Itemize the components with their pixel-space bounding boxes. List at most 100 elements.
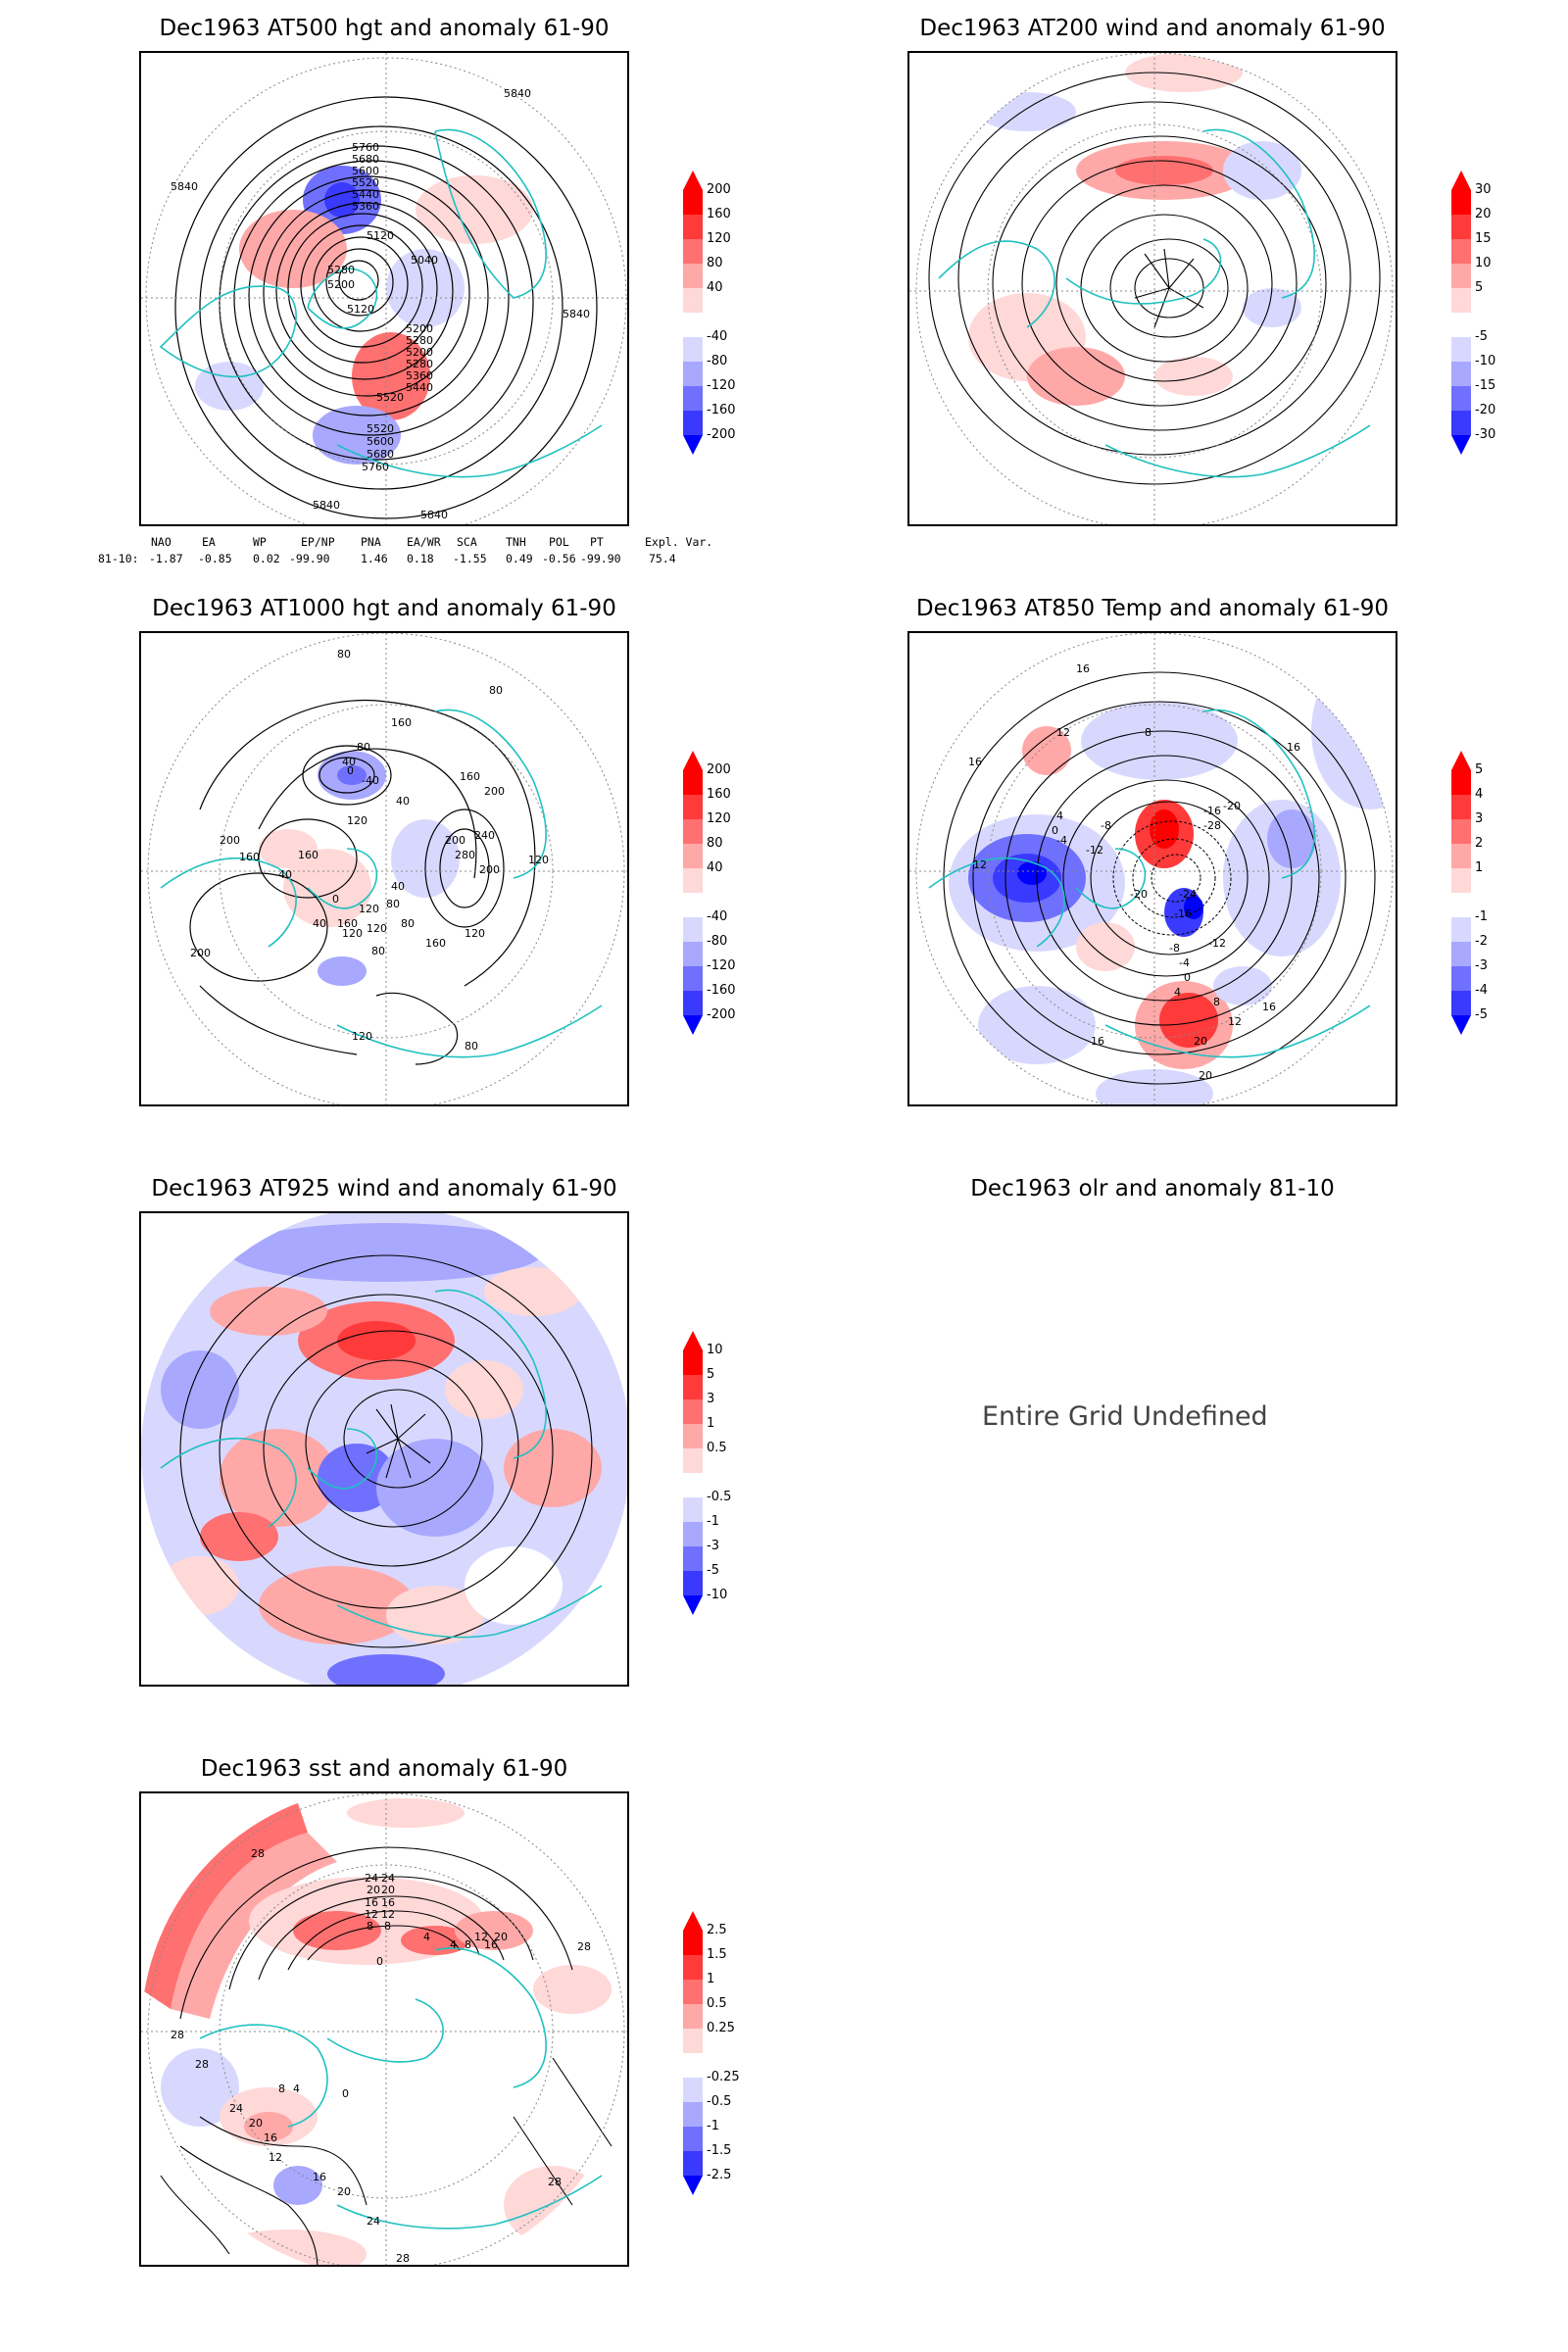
index-header: PT bbox=[590, 535, 604, 549]
index-header: EP/NP bbox=[301, 535, 335, 549]
contour-label: 5520 bbox=[352, 176, 379, 189]
anomaly-blob bbox=[220, 1429, 337, 1527]
coastline bbox=[336, 2175, 603, 2230]
contour-label: -12 bbox=[1208, 937, 1226, 950]
coastline bbox=[1104, 1004, 1371, 1058]
contour-label: 5200 bbox=[406, 322, 433, 335]
panel-title: Dec1963 olr and anomaly 81-10 bbox=[970, 1176, 1335, 1201]
anomaly-blob bbox=[1115, 156, 1213, 185]
contour-label: 28 bbox=[396, 2252, 410, 2265]
panel-title: Dec1963 AT925 wind and anomaly 61-90 bbox=[151, 1176, 617, 1201]
colorbar-label: -40 bbox=[707, 909, 728, 924]
colorbar-label: -200 bbox=[707, 1007, 736, 1022]
coastline bbox=[307, 268, 378, 329]
contour-label: 80 bbox=[465, 1040, 478, 1053]
contour-label: 5840 bbox=[313, 499, 340, 512]
contour-label: 24 bbox=[365, 1872, 378, 1885]
contour-label: 5520 bbox=[376, 391, 404, 404]
colorbar-scale bbox=[683, 171, 703, 455]
contour-label: 24 bbox=[381, 1872, 395, 1885]
anomaly-blob bbox=[244, 2112, 293, 2141]
contour-label: 12 bbox=[381, 1908, 395, 1921]
contour-label: 5760 bbox=[362, 461, 389, 473]
anomaly-blob bbox=[327, 1654, 445, 1685]
coastline bbox=[159, 285, 297, 378]
coastline bbox=[336, 1004, 603, 1058]
colorbar-label: -2.5 bbox=[707, 2168, 732, 2182]
colorbar-label: 20 bbox=[1475, 207, 1492, 221]
colorbar-label: -120 bbox=[707, 958, 736, 973]
contour-label: 28 bbox=[195, 2058, 209, 2071]
contour-label: 5200 bbox=[327, 278, 355, 291]
colorbar-scale bbox=[683, 1331, 703, 1615]
contour-label: -24 bbox=[1179, 888, 1197, 901]
index-header: POL bbox=[549, 535, 569, 549]
contour-label: 5280 bbox=[406, 358, 433, 370]
contour-label: 5200 bbox=[406, 346, 433, 359]
colorbar-label: 30 bbox=[1475, 182, 1492, 197]
contour-label: 4 bbox=[1056, 809, 1063, 822]
colorbar-label: 10 bbox=[707, 1343, 723, 1357]
contour-label: 200 bbox=[484, 785, 505, 798]
index-header: TNH bbox=[506, 535, 526, 549]
contour-label: 0 bbox=[347, 764, 354, 777]
colorbar-label: 5 bbox=[1475, 762, 1484, 777]
index-value: 0.49 bbox=[506, 552, 533, 565]
contour-label: 16 bbox=[264, 2132, 277, 2144]
colorbar-scale bbox=[1451, 751, 1471, 1035]
contour-label: 20 bbox=[1194, 1035, 1207, 1048]
contour-label: 120 bbox=[528, 854, 549, 866]
colorbar-label: 3 bbox=[707, 1392, 715, 1406]
contour-label: 16 bbox=[313, 2171, 326, 2183]
coastline bbox=[307, 1428, 378, 1490]
anomaly-blob bbox=[1267, 809, 1316, 868]
anomaly-blob bbox=[318, 956, 367, 986]
index-value: -99.90 bbox=[289, 552, 330, 565]
contour-label: 12 bbox=[269, 2151, 282, 2164]
colorbar-label: 1 bbox=[1475, 860, 1484, 875]
colorbar-label: 0.5 bbox=[707, 1441, 727, 1455]
coastline bbox=[1202, 709, 1315, 879]
anomaly-blob bbox=[1184, 896, 1203, 919]
colorbar-label: 2.5 bbox=[707, 1923, 727, 1937]
index-header: Expl. Var. bbox=[645, 535, 713, 549]
contour-label: 200 bbox=[445, 834, 466, 847]
contour-label: 5440 bbox=[352, 188, 379, 201]
anomaly-blob bbox=[1017, 861, 1047, 885]
colorbar-label: -1.5 bbox=[707, 2143, 732, 2158]
anomaly-blob bbox=[1027, 347, 1125, 406]
anomaly-blob bbox=[161, 1350, 239, 1429]
contour-label: 80 bbox=[357, 741, 370, 754]
panel-title: Dec1963 AT200 wind and anomaly 61-90 bbox=[919, 16, 1386, 41]
contour-label: 8 bbox=[278, 2082, 285, 2095]
contour-label: 40 bbox=[313, 917, 326, 930]
colorbar-label: -15 bbox=[1475, 378, 1496, 393]
map-frame: 80 80 160 80 40 0 -40 40 200 160 120 200… bbox=[139, 631, 629, 1106]
polar-map: 5840 5840 5840 5760 5680 5600 5520 5440 … bbox=[141, 53, 627, 524]
polar-map bbox=[141, 1213, 627, 1685]
colorbar-label: -200 bbox=[707, 427, 736, 442]
colorbar-label: -160 bbox=[707, 403, 736, 417]
contour-label: 8 bbox=[384, 1920, 391, 1933]
index-header: WP bbox=[253, 535, 267, 549]
contour-label: 12 bbox=[474, 1931, 488, 1943]
colorbar-label: 5 bbox=[707, 1367, 715, 1382]
coastline bbox=[434, 709, 547, 879]
contour-label: 5840 bbox=[563, 308, 590, 320]
panel-at850: Dec1963 AT850 Temp and anomaly 61-90 bbox=[907, 596, 1554, 1125]
colorbar-label: -10 bbox=[707, 1588, 728, 1602]
colorbar-label: 120 bbox=[707, 231, 731, 246]
contour-label: 80 bbox=[371, 945, 385, 957]
contour-label: 5120 bbox=[367, 229, 394, 242]
contour-label: -12 bbox=[1086, 844, 1103, 857]
colorbar-scale bbox=[683, 1911, 703, 2195]
colorbar-label: -80 bbox=[707, 354, 728, 368]
coastline bbox=[326, 1998, 444, 2063]
colorbar-label: -3 bbox=[1475, 958, 1488, 973]
contour-label: 280 bbox=[455, 849, 475, 861]
index-value: -99.90 bbox=[580, 552, 621, 565]
contour-label: 40 bbox=[391, 880, 405, 893]
index-value: 0.18 bbox=[407, 552, 434, 565]
colorbar-label: -3 bbox=[707, 1539, 719, 1553]
contour-label: 12 bbox=[1056, 726, 1070, 739]
